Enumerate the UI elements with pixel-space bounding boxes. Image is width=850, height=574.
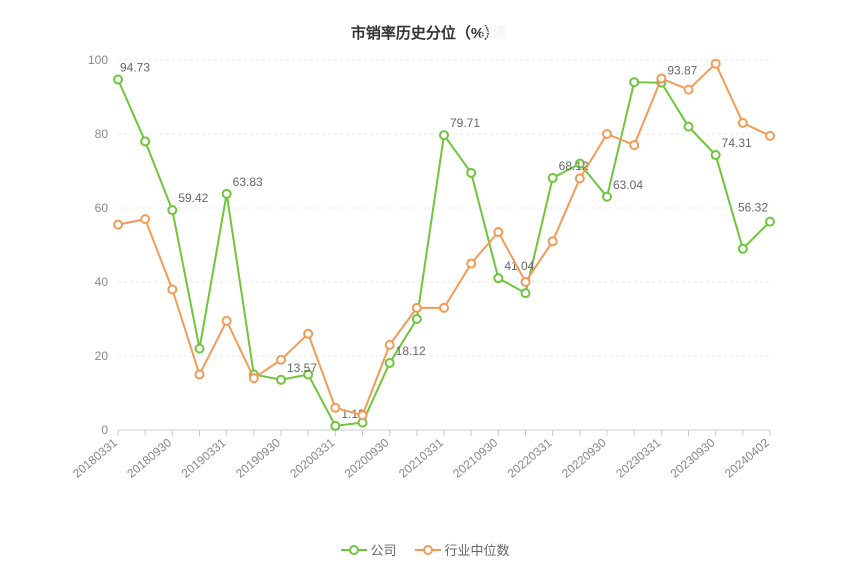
y-tick-label: 0 [101,423,108,437]
value-label: 63.83 [233,175,263,189]
y-tick-label: 60 [95,201,109,215]
x-tick-label: 20220930 [559,435,609,480]
series-marker [304,330,312,338]
series-marker [223,190,231,198]
x-tick-label: 20220331 [505,435,555,480]
x-tick-label: 20240402 [722,435,772,480]
series-marker [223,317,231,325]
series-marker [467,169,475,177]
series-marker [386,359,394,367]
y-tick-label: 80 [95,127,109,141]
series-marker [549,174,557,182]
series-marker [250,374,258,382]
series-marker [331,422,339,430]
legend: 公司 行业中位数 [341,540,510,559]
y-tick-label: 40 [95,275,109,289]
x-tick-label: 20190331 [179,435,229,480]
series-marker [277,376,285,384]
value-label: 79.71 [450,116,480,130]
series-marker [739,245,747,253]
x-tick-label: 20200331 [287,435,337,480]
chart-svg: 0 20 40 60 80 100 2018033120180930201903312019… [0,0,850,574]
series-marker [766,132,774,140]
y-tick-label: 20 [95,349,109,363]
x-tick-label: 20190930 [233,435,283,480]
series-marker [522,289,530,297]
series-marker [196,371,204,379]
series-marker [603,130,611,138]
series-marker [114,221,122,229]
series-marker [685,86,693,94]
y-tick-label: 100 [88,53,108,67]
series-marker [440,131,448,139]
x-tick-label: 20180930 [124,435,174,480]
x-tick-label: 20230331 [613,435,663,480]
value-label: 56.32 [738,201,768,215]
x-tick-label: 20210331 [396,435,446,480]
x-tick-label: 20200930 [342,435,392,480]
series-marker [141,215,149,223]
series-marker [549,237,557,245]
x-tick-label: 20210930 [450,435,500,480]
series-marker [359,411,367,419]
value-label: 59.42 [178,191,208,205]
series-marker [440,304,448,312]
series-marker [141,137,149,145]
series-marker [168,206,176,214]
legend-marker [341,544,367,556]
value-label: 13.57 [287,361,317,375]
series-marker [685,123,693,131]
legend-marker [415,544,441,556]
x-tick-label: 20230930 [668,435,718,480]
value-label: 74.31 [722,136,752,150]
series-marker [630,78,638,86]
legend-label: 公司 [371,540,397,559]
chart-container: 市销率历史分位（%） 聚源 0 20 40 60 80 100 20180331201809… [0,0,850,574]
legend-item[interactable]: 行业中位数 [415,540,510,559]
series-marker [739,119,747,127]
series-marker [766,218,774,226]
chart-title: 市销率历史分位（%） [0,22,850,43]
value-label: 18.12 [396,344,426,358]
series-marker [603,193,611,201]
value-label: 63.04 [613,178,643,192]
series-marker [331,404,339,412]
series-marker [576,174,584,182]
series-marker [168,285,176,293]
value-label: 93.87 [667,64,697,78]
series-marker [277,356,285,364]
value-label: 94.73 [120,60,150,74]
series-marker [494,228,502,236]
legend-label: 行业中位数 [445,540,510,559]
series-marker [386,341,394,349]
watermark: 聚源 [480,22,506,41]
series-marker [467,260,475,268]
series-marker [712,60,720,68]
series-marker [712,151,720,159]
x-tick-label: 20180331 [70,435,120,480]
series-marker [522,278,530,286]
series-marker [494,274,502,282]
series-marker [114,75,122,83]
series-marker [413,304,421,312]
series-marker [196,345,204,353]
series-marker [413,315,421,323]
series-marker [657,75,665,83]
series-marker [630,141,638,149]
legend-item[interactable]: 公司 [341,540,397,559]
series-line-1 [118,64,770,416]
